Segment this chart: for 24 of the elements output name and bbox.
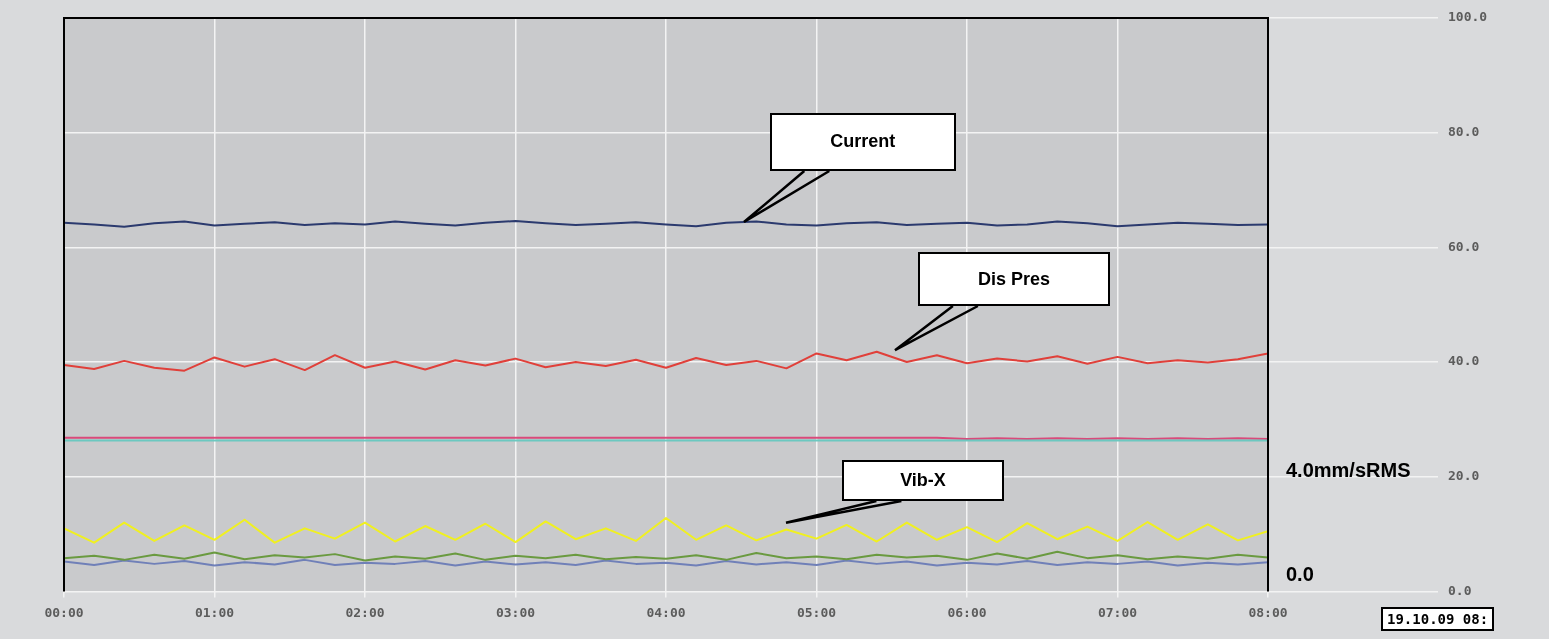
text: 4.0mm/sRMS <box>1286 459 1411 483</box>
x-tick-label: 08:00 <box>1248 604 1288 620</box>
annotation: Current <box>769 113 957 171</box>
text: 19.10.09 08: <box>1381 607 1495 631</box>
annotation: Vib-X <box>841 459 1005 501</box>
y-tick-label: 0.0 <box>1448 582 1472 598</box>
y-tick-label: 80.0 <box>1448 124 1480 140</box>
text: 0.0 <box>1286 563 1314 587</box>
x-tick-label: 06:00 <box>947 604 987 620</box>
y-tick-label: 40.0 <box>1448 353 1480 369</box>
y-tick-label: 100.0 <box>1448 9 1488 25</box>
speech-callout: Current <box>742 113 957 224</box>
x-tick-label: 03:00 <box>495 604 536 620</box>
annotation: Dis Pres <box>917 251 1111 307</box>
y-tick-label: 20.0 <box>1448 468 1480 484</box>
x-tick-label: 02:00 <box>345 604 385 620</box>
x-tick-label: 04:00 <box>646 604 686 620</box>
x-tick-label: 00:00 <box>44 604 84 620</box>
x-tick-label: 07:00 <box>1097 604 1138 620</box>
y-tick-label: 60.0 <box>1448 238 1480 254</box>
x-tick-label: 05:00 <box>796 604 837 620</box>
x-tick-label: 01:00 <box>194 604 235 620</box>
speech-callout: Vib-X <box>784 459 1005 525</box>
speech-callout: Dis Pres <box>892 251 1111 353</box>
